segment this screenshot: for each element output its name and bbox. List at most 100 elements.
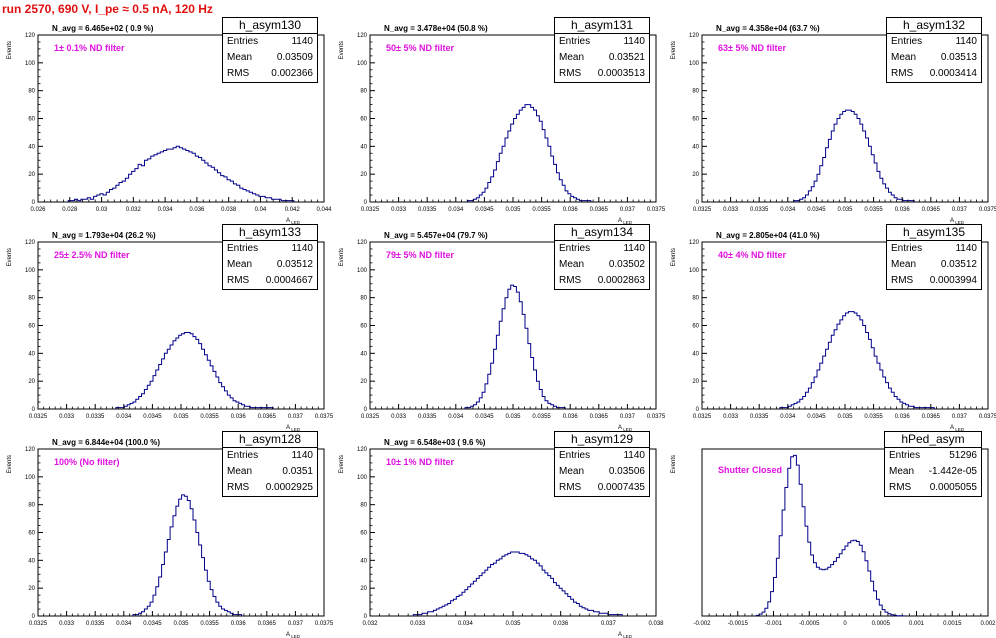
x-tick-label: 0.036 xyxy=(895,207,911,213)
histogram-pad-h_asym131: 0.0325 0.033 0.0335 0.034 0.0345 0.035 0.0355 0… xyxy=(332,17,666,225)
histogram-line xyxy=(67,145,295,202)
stats-row-entries: Entries 51296 xyxy=(885,448,981,464)
stats-value-entries: 1140 xyxy=(623,243,645,254)
x-tick-label: 0.0345 xyxy=(807,414,826,420)
x-tick-label: 0.0325 xyxy=(361,414,380,420)
stats-box: h_asym133 Entries 1140 Mean 0.03512 RMS 0.0004… xyxy=(222,224,318,290)
stats-row-mean: Mean 0.03502 xyxy=(555,257,649,273)
x-tick-label: 0.034 xyxy=(780,207,796,213)
x-tick-label: 0.03 xyxy=(96,207,108,213)
stats-row-rms: RMS 0.0004667 xyxy=(223,273,317,289)
y-tick-label: 20 xyxy=(692,172,699,178)
stats-box: h_asym132 Entries 1140 Mean 0.03513 RMS 0.0003… xyxy=(886,17,982,83)
y-tick-label: 20 xyxy=(692,379,699,385)
y-tick-label: 80 xyxy=(28,296,35,302)
stats-value-rms: 0.0003994 xyxy=(929,275,977,286)
y-tick-label: 40 xyxy=(28,144,35,150)
histogram-line xyxy=(132,494,243,616)
x-tick-label: 0.038 xyxy=(221,207,237,213)
stats-value-rms: 0.0003414 xyxy=(929,68,977,79)
y-tick-label: 20 xyxy=(360,172,367,178)
y-axis-label: Events xyxy=(339,248,345,266)
filter-label: 25± 2.5% ND filter xyxy=(54,250,130,260)
y-tick-label: 20 xyxy=(28,379,35,385)
histogram-svg: 0.0325 0.033 0.0335 0.034 0.0345 0.035 0.0355 0… xyxy=(339,33,666,225)
x-axis-label-sub: LED xyxy=(622,427,633,432)
stats-label-rms: RMS xyxy=(559,68,582,79)
y-tick-label: 0 xyxy=(32,407,36,413)
x-tick-label: 0.033 xyxy=(723,207,739,213)
y-axis-label: Events xyxy=(339,455,345,473)
x-tick-label: 0.034 xyxy=(780,414,796,420)
stats-box: h_asym134 Entries 1140 Mean 0.03502 RMS 0.0002… xyxy=(554,224,650,290)
histogram-pad-h_asym128: 0.0325 0.033 0.0335 0.034 0.0345 0.035 0.0355 0… xyxy=(0,431,334,638)
y-tick-label: 20 xyxy=(28,172,35,178)
histogram-name: h_asym130 xyxy=(223,18,317,34)
stats-box: h_asym130 Entries 1140 Mean 0.03509 RMS 0.0023… xyxy=(222,17,318,83)
histogram-line xyxy=(755,454,906,617)
y-tick-label: 120 xyxy=(25,240,36,246)
stats-label-entries: Entries xyxy=(227,36,259,47)
stats-row-entries: Entries 1140 xyxy=(555,34,649,50)
y-tick-label: 40 xyxy=(28,558,35,564)
stats-box: h_asym128 Entries 1140 Mean 0.0351 RMS 0.00029… xyxy=(222,431,318,497)
histogram-name: hPed_asym xyxy=(885,432,981,448)
stats-label-rms: RMS xyxy=(891,275,914,286)
y-axis-label: Events xyxy=(671,248,677,266)
stats-row-mean: Mean 0.03521 xyxy=(555,50,649,66)
histogram-pad-h_asym132: 0.0325 0.033 0.0335 0.034 0.0345 0.035 0.0355 0… xyxy=(664,17,996,225)
stats-row-rms: RMS 0.0007435 xyxy=(555,480,649,496)
y-tick-label: 0 xyxy=(364,614,368,620)
y-tick-label: 100 xyxy=(357,268,368,274)
x-tick-label: 0.0365 xyxy=(922,414,941,420)
histogram-pad-h_asym134: 0.0325 0.033 0.0335 0.034 0.0345 0.035 0.0355 0… xyxy=(332,224,666,432)
x-axis-label-main: A xyxy=(286,218,290,224)
y-tick-label: 40 xyxy=(692,144,699,150)
stats-value-entries: 1140 xyxy=(623,450,645,461)
stats-value-entries: 1140 xyxy=(291,450,313,461)
stats-row-entries: Entries 1140 xyxy=(555,448,649,464)
y-tick-label: 0 xyxy=(696,407,700,413)
stats-row-entries: Entries 1140 xyxy=(223,241,317,257)
histogram-pad-h_asym135: 0.0325 0.033 0.0335 0.034 0.0345 0.035 0.0355 0… xyxy=(664,224,996,432)
y-tick-label: 20 xyxy=(360,586,367,592)
page-title: run 2570, 690 V, I_pe ≈ 0.5 nA, 120 Hz xyxy=(2,2,213,16)
y-tick-label: 80 xyxy=(28,89,35,95)
stats-label-rms: RMS xyxy=(559,482,582,493)
stats-row-entries: Entries 1140 xyxy=(887,241,981,257)
x-tick-label: 0.0335 xyxy=(86,414,105,420)
x-tick-label: 0.032 xyxy=(126,207,142,213)
y-tick-label: 60 xyxy=(360,531,367,537)
x-tick-label: 0.033 xyxy=(391,414,407,420)
x-tick-label: 0.0335 xyxy=(750,207,769,213)
histogram-line xyxy=(115,332,274,409)
histogram-line xyxy=(779,311,935,409)
x-tick-label: 0.0335 xyxy=(418,207,437,213)
y-axis-label: Events xyxy=(7,455,13,473)
y-tick-label: 80 xyxy=(360,89,367,95)
y-tick-label: 100 xyxy=(689,61,700,67)
x-tick-label: 0.0355 xyxy=(200,414,219,420)
x-axis-label: A LED xyxy=(286,632,301,638)
filter-label: Shutter Closed xyxy=(718,465,783,475)
stats-row-entries: Entries 1140 xyxy=(887,34,981,50)
stats-label-rms: RMS xyxy=(227,482,250,493)
filter-label: 50± 5% ND filter xyxy=(386,43,454,53)
histogram-svg: 0.026 0.028 0.03 0.032 0.034 0.036 0.038 0.04 0.… xyxy=(7,33,332,225)
y-tick-label: 100 xyxy=(357,475,368,481)
y-tick-label: 60 xyxy=(360,324,367,330)
stats-value-entries: 1140 xyxy=(291,36,313,47)
x-tick-label: 0.0355 xyxy=(864,207,883,213)
histogram-svg: 0.0325 0.033 0.0335 0.034 0.0345 0.035 0.0355 0… xyxy=(339,240,666,432)
stats-label-mean: Mean xyxy=(891,52,917,63)
stats-row-rms: RMS 0.0003513 xyxy=(555,66,649,82)
x-axis-label: A LED xyxy=(618,218,633,225)
stats-box: h_asym135 Entries 1140 Mean 0.03512 RMS 0.0003… xyxy=(886,224,982,290)
x-tick-label: 0.0365 xyxy=(590,207,609,213)
stats-row-mean: Mean 0.03506 xyxy=(555,464,649,480)
stats-value-rms: 0.0007435 xyxy=(597,482,645,493)
histogram-name: h_asym133 xyxy=(223,225,317,241)
x-axis-label-sub: LED xyxy=(622,634,633,638)
y-tick-label: 100 xyxy=(25,268,36,274)
stats-label-rms: RMS xyxy=(227,68,250,79)
